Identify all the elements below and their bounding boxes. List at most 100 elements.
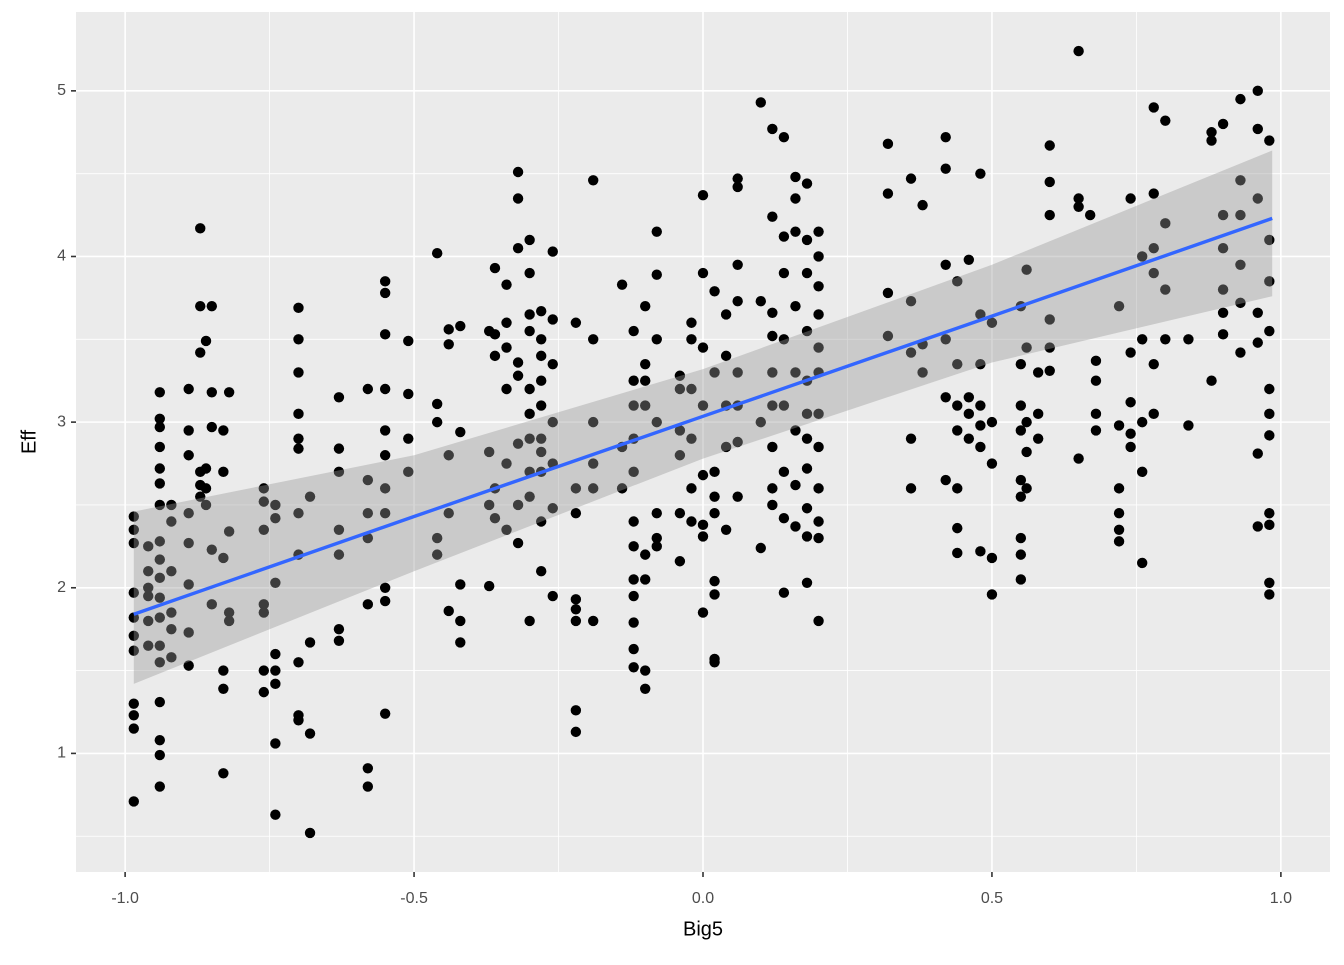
point — [1235, 259, 1246, 270]
point — [1021, 342, 1032, 353]
point — [270, 499, 281, 511]
y-tick-label: 1 — [57, 745, 66, 762]
point — [154, 554, 165, 565]
y-axis-title: Eff — [18, 430, 40, 455]
y-tick-label: 4 — [57, 248, 66, 265]
point — [628, 662, 639, 673]
point — [431, 416, 443, 428]
point — [379, 708, 391, 719]
point — [801, 267, 813, 279]
point — [720, 309, 732, 320]
point — [628, 590, 639, 602]
point — [651, 532, 662, 544]
point — [524, 234, 535, 246]
point — [628, 466, 639, 478]
point — [489, 350, 501, 362]
point — [431, 549, 443, 560]
point — [1264, 276, 1275, 287]
point — [403, 388, 414, 400]
point — [674, 450, 686, 461]
point — [512, 166, 524, 178]
point — [501, 279, 512, 290]
point — [640, 400, 651, 411]
point — [732, 367, 743, 378]
point — [501, 342, 512, 353]
point — [1015, 491, 1027, 502]
y-tick-label: 2 — [57, 579, 66, 596]
point — [1113, 536, 1125, 547]
point — [1021, 483, 1032, 494]
point — [443, 324, 454, 335]
point — [154, 413, 165, 425]
point — [183, 425, 194, 436]
point — [940, 334, 951, 345]
point — [709, 286, 720, 297]
point — [362, 474, 374, 486]
point — [1073, 201, 1084, 212]
point — [1264, 408, 1275, 420]
point — [1264, 589, 1275, 600]
point — [1015, 400, 1027, 411]
point — [1113, 508, 1125, 519]
point — [1044, 209, 1055, 221]
point — [1032, 367, 1044, 378]
point — [195, 347, 206, 358]
point — [813, 281, 824, 292]
point — [1044, 342, 1055, 353]
point — [443, 450, 454, 461]
point — [547, 358, 558, 370]
point — [1264, 383, 1275, 395]
point — [379, 329, 391, 340]
point — [154, 421, 165, 433]
point — [258, 665, 270, 676]
point — [975, 168, 986, 179]
point — [1252, 448, 1263, 459]
point — [813, 408, 824, 420]
point — [524, 408, 535, 420]
point — [1090, 375, 1102, 386]
point — [535, 305, 547, 317]
point — [304, 491, 316, 502]
point — [790, 226, 801, 237]
point — [200, 483, 212, 494]
point — [720, 524, 732, 535]
point — [1021, 264, 1032, 275]
point — [362, 781, 374, 792]
point — [362, 383, 374, 395]
point — [483, 580, 495, 592]
point — [801, 463, 813, 474]
point — [952, 547, 963, 559]
point — [1235, 347, 1246, 358]
point — [616, 483, 628, 494]
point — [570, 483, 582, 494]
point — [1217, 329, 1229, 340]
point — [720, 350, 732, 362]
point — [501, 458, 512, 469]
point — [986, 458, 998, 469]
point — [547, 246, 558, 257]
point — [1125, 397, 1136, 408]
point — [206, 387, 218, 398]
point — [801, 531, 813, 542]
point — [379, 595, 391, 607]
point — [166, 516, 177, 527]
point — [732, 259, 743, 270]
point — [1113, 420, 1125, 431]
point — [1183, 334, 1194, 345]
point — [128, 511, 139, 522]
point — [1090, 425, 1102, 436]
point — [767, 330, 778, 342]
point — [640, 300, 651, 312]
point — [333, 549, 345, 560]
point — [952, 483, 963, 494]
point — [183, 579, 194, 590]
point — [379, 425, 391, 436]
point — [535, 400, 547, 411]
point — [686, 383, 697, 395]
point — [778, 512, 790, 524]
point — [183, 627, 194, 638]
point — [986, 416, 998, 428]
point — [1206, 375, 1217, 386]
point — [1044, 140, 1055, 151]
point — [1217, 209, 1229, 221]
